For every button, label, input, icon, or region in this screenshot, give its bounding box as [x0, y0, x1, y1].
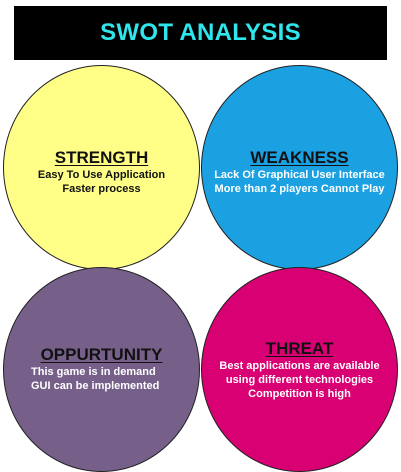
threat-block: THREAT Best applications are available u…	[201, 339, 398, 401]
weakness-line: More than 2 players Cannot Play	[214, 183, 385, 195]
opportunity-heading: OPPURTUNITY	[40, 345, 163, 364]
threat-circle	[201, 267, 398, 472]
threat-heading: THREAT	[265, 339, 334, 358]
threat-line: Competition is high	[248, 388, 351, 400]
opportunity-line: GUI can be implemented	[31, 380, 160, 392]
strength-heading: STRENGTH	[54, 148, 149, 167]
strength-circle	[3, 65, 200, 270]
title-banner: SWOT ANALYSIS	[14, 6, 387, 60]
threat-line: Best applications are available	[219, 360, 380, 372]
opportunity-block: OPPURTUNITY This game is in demand GUI c…	[3, 345, 200, 393]
opportunity-line: This game is in demand	[31, 366, 156, 378]
weakness-block: WEAKNESS Lack Of Graphical User Interfac…	[201, 148, 398, 196]
strength-line: Easy To Use Application	[37, 169, 166, 181]
weakness-heading: WEAKNESS	[250, 148, 349, 167]
strength-block: STRENGTH Easy To Use Application Faster …	[3, 148, 200, 196]
weakness-circle	[201, 65, 398, 270]
weakness-line: Lack Of Graphical User Interface	[214, 169, 385, 181]
page-title: SWOT ANALYSIS	[100, 19, 301, 46]
threat-line: using different technologies	[225, 374, 374, 386]
strength-line: Faster process	[62, 183, 141, 195]
